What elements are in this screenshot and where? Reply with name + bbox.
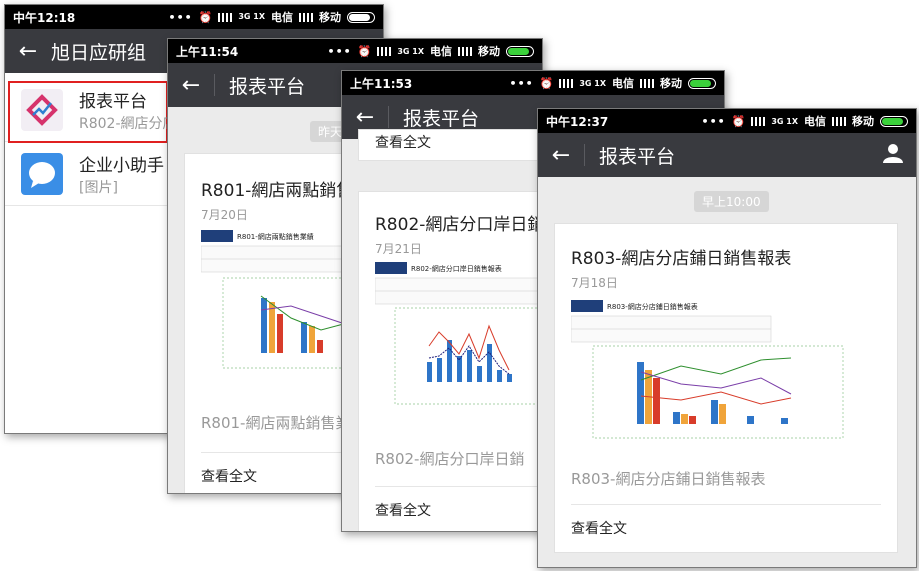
card-title: R803-網店分店鋪日銷售報表 <box>571 249 792 269</box>
time-pill: 早上10:00 <box>694 191 769 212</box>
status-bar: 中午12:18 ••• ⏰ 3G 1X 电信 移动 <box>5 5 383 29</box>
read-more-link[interactable]: 查看全文 <box>375 135 431 151</box>
carrier-label: 电信 <box>430 45 452 58</box>
battery-icon <box>347 11 375 23</box>
list-item-name: 报表平台 <box>79 92 147 112</box>
carrier-label: 电信 <box>271 11 293 24</box>
page-title: 旭日应研组 <box>51 41 147 64</box>
phone-screen-4: 中午12:37 ••• ⏰ 3G 1X 电信 移动 ← 报表平台 早上10:00… <box>537 108 917 568</box>
carrier2-label: 移动 <box>319 11 341 24</box>
thumb-title: R803-網店分店鋪日銷售報表 <box>607 302 698 311</box>
status-time: 中午12:18 <box>13 10 76 25</box>
network-type: 3G 1X <box>397 46 424 56</box>
time-pill: 昨天 <box>310 121 351 142</box>
read-more-link[interactable]: 查看全文 <box>571 521 627 537</box>
carrier2-label: 移动 <box>660 77 682 90</box>
notification-dots-icon: ••• <box>701 114 726 128</box>
report-app-icon <box>21 89 63 131</box>
chat-bubble-icon <box>21 153 63 195</box>
battery-icon <box>506 45 534 57</box>
page-title: 报表平台 <box>403 107 480 130</box>
card-date: 7月21日 <box>375 242 422 256</box>
carrier2-label: 移动 <box>852 115 874 128</box>
battery-icon <box>688 77 716 89</box>
page-title: 报表平台 <box>229 75 306 98</box>
signal-icon <box>751 116 766 126</box>
user-profile-icon[interactable] <box>870 143 916 168</box>
network-type: 3G 1X <box>771 116 798 126</box>
notification-dots-icon: ••• <box>168 10 193 24</box>
card-date: 7月20日 <box>201 208 248 222</box>
signal-bars-icon <box>299 12 313 22</box>
read-more-link[interactable]: 查看全文 <box>201 469 257 485</box>
list-item-name: 企业小助手 <box>79 156 164 176</box>
back-arrow-icon[interactable]: ← <box>551 142 571 168</box>
card-title: R802-網店分口岸日銷 <box>375 215 545 235</box>
chat-area: 早上10:00 R803-網店分店鋪日銷售報表 7月18日 R803-網店分店鋪… <box>538 177 916 567</box>
signal-icon <box>377 46 392 56</box>
thumb-title: R802-網店分口岸日銷售報表 <box>411 264 502 273</box>
list-item-preview: [图片] <box>79 180 118 196</box>
report-thumbnail: R803-網店分店鋪日銷售報表 <box>571 300 851 450</box>
notification-dots-icon: ••• <box>509 76 534 90</box>
page-title: 报表平台 <box>599 145 676 168</box>
signal-bars-icon <box>832 116 846 126</box>
card-subtitle: R801-網店兩點銷售業 <box>201 414 351 432</box>
notification-dots-icon: ••• <box>327 44 352 58</box>
status-time: 上午11:54 <box>176 44 239 59</box>
alarm-icon: ⏰ <box>198 10 213 24</box>
title-divider <box>584 144 585 166</box>
card-divider <box>375 486 693 487</box>
signal-bars-icon <box>640 78 654 88</box>
status-bar: 中午12:37 ••• ⏰ 3G 1X 电信 移动 <box>538 109 916 133</box>
title-divider <box>388 106 389 128</box>
card-subtitle: R802-網店分口岸日銷 <box>375 450 525 468</box>
carrier-label: 电信 <box>612 77 634 90</box>
status-time: 中午12:37 <box>546 114 609 129</box>
card-divider <box>571 504 881 505</box>
article-card[interactable]: R803-網店分店鋪日銷售報表 7月18日 R803-網店分店鋪日銷售報表 <box>554 223 898 553</box>
network-type: 3G 1X <box>579 78 606 88</box>
card-subtitle: R803-網店分店鋪日銷售報表 <box>571 470 766 488</box>
back-arrow-icon[interactable]: ← <box>181 72 201 98</box>
read-more-link[interactable]: 查看全文 <box>375 503 431 519</box>
carrier-label: 电信 <box>804 115 826 128</box>
signal-icon <box>559 78 574 88</box>
status-bar: 上午11:53 ••• ⏰ 3G 1X 电信 移动 <box>342 71 724 95</box>
title-bar: ← 报表平台 <box>538 133 916 177</box>
back-arrow-icon[interactable]: ← <box>18 38 38 64</box>
carrier2-label: 移动 <box>478 45 500 58</box>
alarm-icon: ⏰ <box>731 114 746 128</box>
status-bar: 上午11:54 ••• ⏰ 3G 1X 电信 移动 <box>168 39 542 63</box>
back-arrow-icon[interactable]: ← <box>355 104 375 130</box>
title-divider <box>214 74 215 96</box>
alarm-icon: ⏰ <box>539 76 554 90</box>
battery-icon <box>880 115 908 127</box>
alarm-icon: ⏰ <box>357 44 372 58</box>
signal-bars-icon <box>458 46 472 56</box>
signal-icon <box>218 12 233 22</box>
card-date: 7月18日 <box>571 276 618 290</box>
network-type: 3G 1X <box>238 12 265 21</box>
thumb-title: R801-網店兩點銷售業績 <box>237 232 314 241</box>
list-item-preview: R802-網店分店 <box>79 116 177 132</box>
status-time: 上午11:53 <box>350 76 413 91</box>
card-title: R801-網店兩點銷售 <box>201 181 354 201</box>
